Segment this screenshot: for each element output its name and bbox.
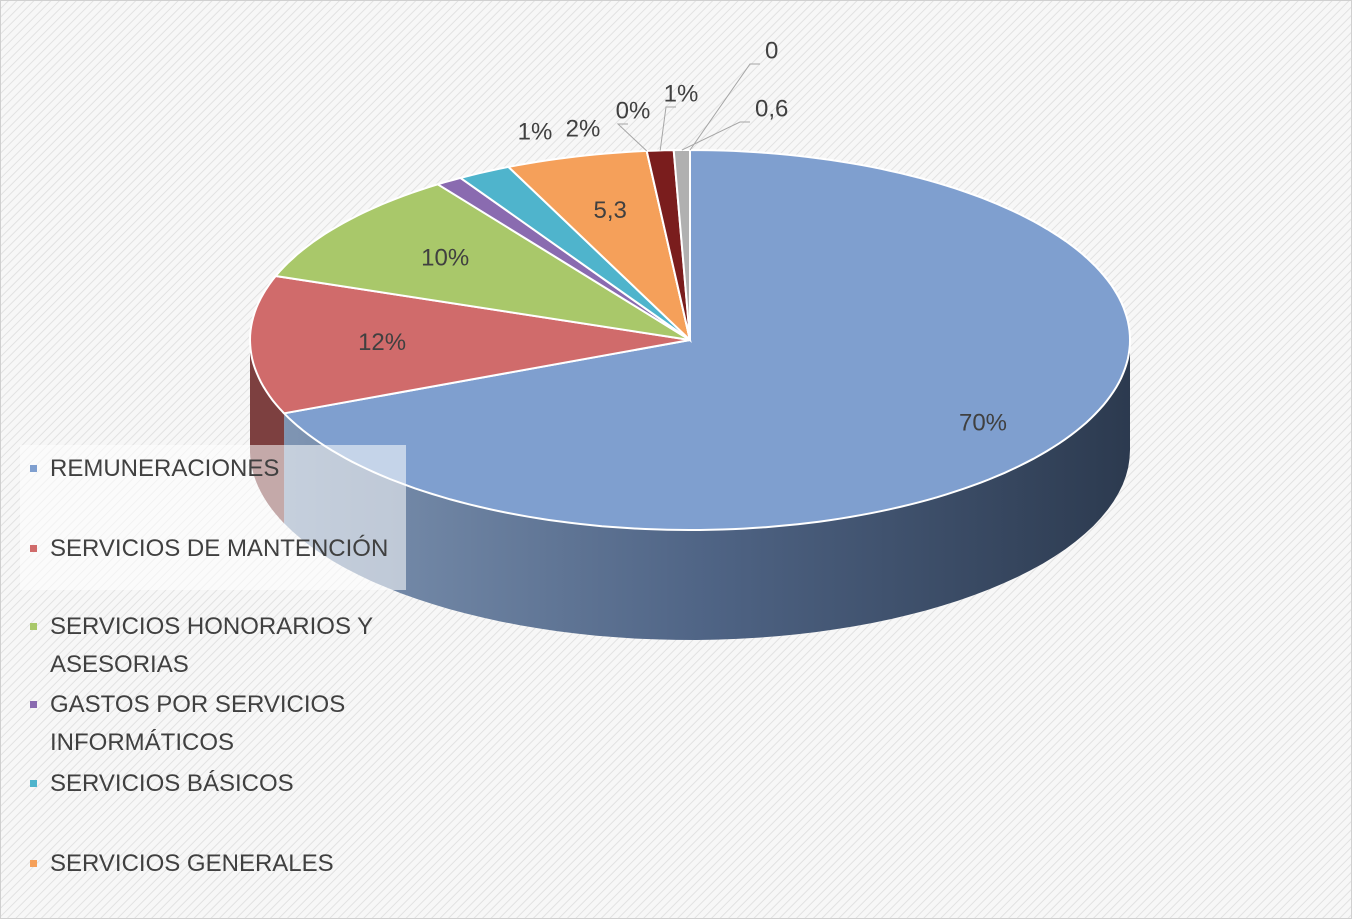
legend-swatch xyxy=(30,545,37,552)
data-label: 5,3 xyxy=(594,197,627,224)
slice-side xyxy=(284,340,1131,640)
legend-label: GASTOS POR SERVICIOS INFORMÁTICOS xyxy=(50,691,346,756)
data-label: 1% xyxy=(664,80,699,107)
data-label: 1% xyxy=(518,118,553,145)
slice xyxy=(458,165,691,341)
data-label: 70% xyxy=(959,410,1007,437)
legend-item: REMUNERACIONES xyxy=(28,450,408,488)
data-label: 0,6 xyxy=(755,95,788,122)
legend-backdrop xyxy=(20,445,406,590)
legend-label: SERVICIOS HONORARIOS Y ASESORIAS xyxy=(50,613,373,678)
data-label: 12% xyxy=(358,329,406,356)
leader-line xyxy=(681,121,750,151)
leader-line xyxy=(616,123,648,152)
slice xyxy=(282,148,1132,531)
legend-label: SERVICIOS DE MANTENCIÓN xyxy=(50,535,389,562)
legend-label: REMUNERACIONES xyxy=(50,455,280,482)
legend-swatch xyxy=(30,465,37,472)
leader-line xyxy=(659,106,676,151)
legend-item: SERVICIOS DE MANTENCIÓN xyxy=(28,530,408,568)
data-label: 0 xyxy=(765,37,778,64)
legend-label: SERVICIOS BÁSICOS xyxy=(50,770,294,797)
slice xyxy=(273,183,691,341)
legend-item: GASTOS POR SERVICIOS INFORMÁTICOS xyxy=(28,686,408,762)
legend-item: SERVICIOS GENERALES xyxy=(28,845,408,883)
legend-swatch xyxy=(30,623,37,630)
legend-item: SERVICIOS HONORARIOS Y ASESORIAS xyxy=(28,608,408,684)
legend-swatch xyxy=(30,780,37,787)
leader-line xyxy=(689,63,760,151)
slice xyxy=(506,149,692,344)
data-label: 10% xyxy=(421,245,469,272)
slice xyxy=(248,274,691,415)
data-label: 2% xyxy=(566,115,601,142)
legend-swatch xyxy=(30,860,37,867)
legend-swatch xyxy=(30,701,37,708)
data-label: 0% xyxy=(616,97,651,124)
legend-label: SERVICIOS GENERALES xyxy=(50,850,334,877)
legend-item: SERVICIOS BÁSICOS xyxy=(28,765,408,803)
